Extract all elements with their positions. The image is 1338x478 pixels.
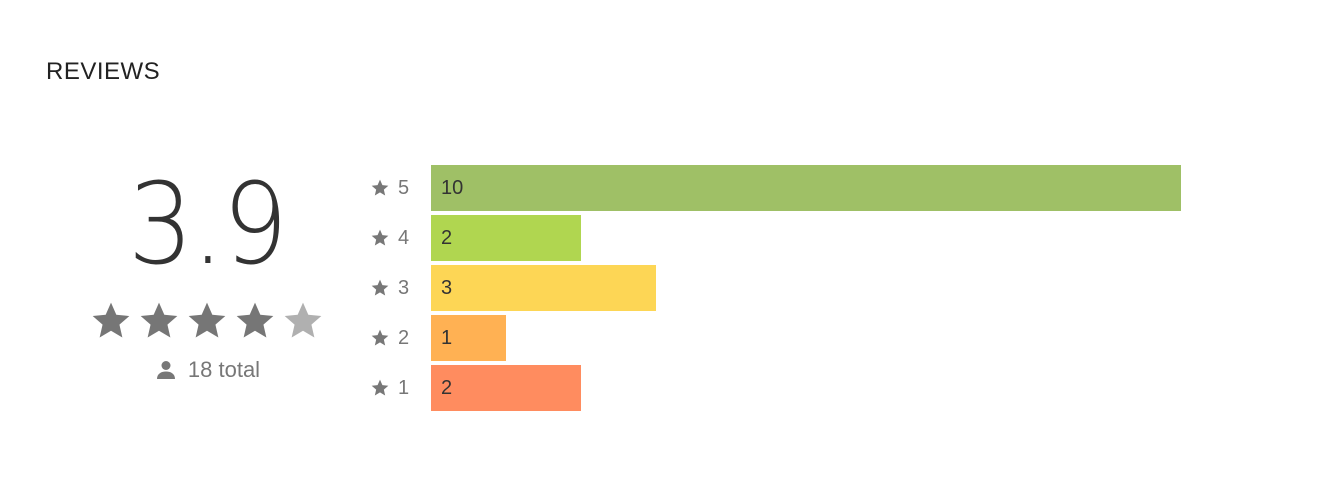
rating-bar: 2 (431, 365, 581, 411)
star-level-label: 5 (398, 176, 410, 199)
star-level-label: 2 (398, 326, 410, 349)
star-icon (231, 299, 279, 343)
star-icon (371, 229, 389, 246)
total-reviews: 18 total (86, 357, 328, 383)
average-star-rating (86, 299, 328, 343)
star-icon (371, 279, 389, 296)
histogram-row: 2 1 (370, 315, 1190, 361)
average-score: 3.9 (127, 160, 288, 290)
rating-count: 3 (441, 276, 453, 299)
star-icon (135, 299, 183, 343)
star-level-label: 1 (398, 376, 410, 399)
star-icon (371, 179, 389, 196)
star-icon (371, 379, 389, 396)
rating-count: 10 (441, 176, 464, 199)
rating-histogram: 5 10 4 2 3 3 2 (370, 165, 1190, 415)
rating-bar: 3 (431, 265, 656, 311)
star-icon (279, 299, 327, 343)
star-level-label: 3 (398, 276, 410, 299)
rating-count: 2 (441, 376, 453, 399)
rating-count: 1 (441, 326, 453, 349)
histogram-row: 3 3 (370, 265, 1190, 311)
section-title: REVIEWS (46, 58, 161, 85)
histogram-row: 5 10 (370, 165, 1190, 211)
star-level-label: 4 (398, 226, 410, 249)
rating-bar: 1 (431, 315, 506, 361)
person-icon (156, 361, 175, 379)
star-icon (371, 329, 389, 346)
histogram-row: 4 2 (370, 215, 1190, 261)
total-reviews-label: 18 total (187, 357, 261, 382)
rating-summary: 3.9 18 total (86, 165, 328, 383)
rating-bar: 10 (431, 165, 1181, 211)
histogram-row: 1 2 (370, 365, 1190, 411)
rating-bar: 2 (431, 215, 581, 261)
star-icon (183, 299, 231, 343)
rating-count: 2 (441, 226, 453, 249)
star-icon (87, 299, 135, 343)
